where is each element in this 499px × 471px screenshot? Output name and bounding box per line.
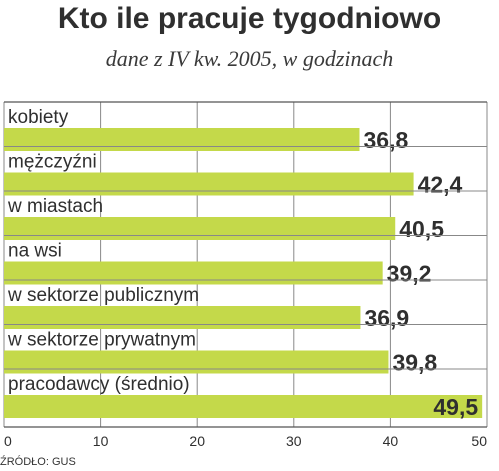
bar [4, 350, 389, 374]
bar [4, 217, 396, 240]
value-label: 39,2 [387, 261, 432, 287]
bar [4, 128, 360, 151]
bar [4, 395, 483, 418]
category-label: kobiety [8, 107, 69, 128]
value-label: 49,5 [433, 394, 478, 420]
source-note: ŹRÓDŁO: GUS [0, 456, 76, 468]
bar [4, 306, 361, 329]
x-tick-label: 40 [383, 433, 399, 449]
chart-subtitle: dane z IV kw. 2005, w godzinach [105, 46, 394, 71]
value-label: 42,4 [418, 172, 463, 198]
category-label: w sektorze publicznym [7, 285, 199, 306]
value-label: 39,8 [392, 350, 437, 376]
x-tick-label: 20 [189, 433, 205, 449]
chart-title: Kto ile pracuje tygodniowo [57, 2, 442, 35]
x-tick-label: 10 [93, 433, 109, 449]
value-label: 40,5 [399, 216, 444, 242]
x-tick-label: 50 [471, 433, 487, 449]
value-label: 36,9 [364, 305, 409, 331]
category-label: na wsi [8, 241, 62, 262]
bar [4, 261, 383, 285]
category-label: w miastach [7, 196, 103, 217]
value-label: 36,8 [363, 127, 408, 153]
bar [4, 172, 414, 196]
x-tick-label: 30 [286, 433, 302, 449]
category-label: mężczyźni [8, 152, 97, 173]
x-tick-label: 0 [4, 433, 12, 449]
category-label: w sektorze prywatnym [7, 330, 196, 351]
category-label: pracodawcy (średnio) [8, 374, 190, 395]
